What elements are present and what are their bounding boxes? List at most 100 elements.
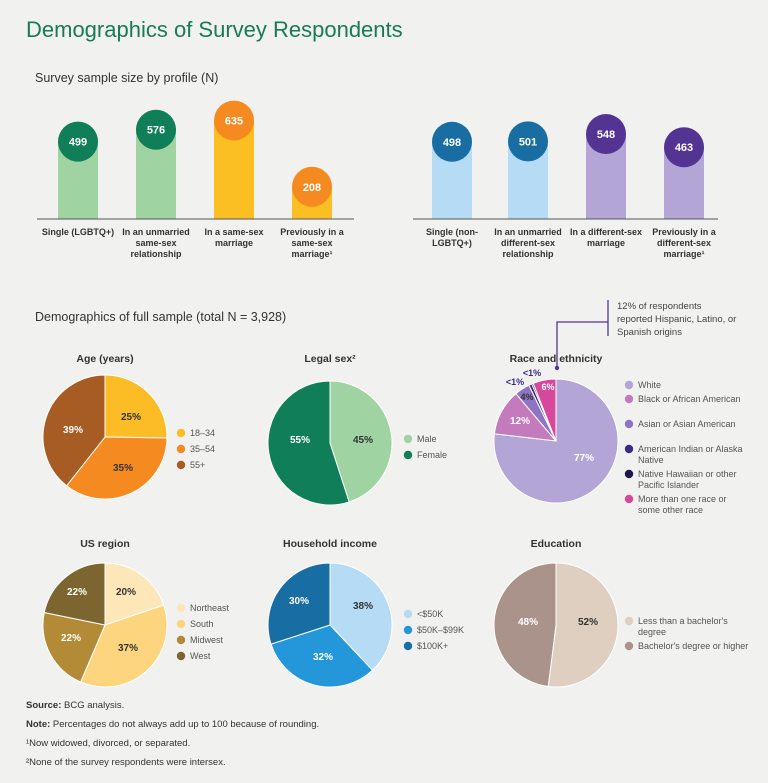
pie-data-label-0-1: 35% — [113, 463, 133, 474]
pie-slice-5-0 — [547, 562, 619, 688]
bar-category-label-1-0: Single (non-LGBTQ+) — [426, 227, 478, 248]
pie-title-1: Legal sex² — [304, 353, 356, 365]
legend-swatch-1-0 — [403, 434, 413, 444]
pie-data-label-3-1: 37% — [118, 643, 138, 654]
footnote-1: ¹Now widowed, divorced, or separated. — [26, 738, 191, 749]
note-leader-line — [556, 321, 608, 368]
bar-value-circle-1-3 — [664, 127, 704, 168]
pie-data-label-2-4: <1% — [523, 368, 541, 378]
legend-label-2-5: More than one race or some other race — [638, 494, 727, 515]
legend-swatch-3-0 — [176, 603, 186, 613]
pie-slice-5-1 — [493, 562, 557, 688]
footnote-2: ²None of the survey respondents were int… — [26, 757, 226, 768]
pie-data-label-2-2: 4% — [520, 392, 533, 402]
bar-value-circle-0-3 — [292, 166, 332, 207]
pie-data-label-3-2: 22% — [61, 633, 81, 644]
bar-value-label-1-2: 548 — [597, 129, 615, 141]
legend-label-4-0: <$50K — [417, 609, 444, 619]
legend-label-2-1: Black or African American — [638, 394, 741, 404]
legend-label-0-0: 18–34 — [190, 428, 216, 438]
pie-data-label-1-0: 45% — [353, 435, 373, 446]
pie-data-label-4-0: 38% — [353, 601, 373, 612]
pie-slice-3-2 — [42, 611, 106, 683]
legend-swatch-3-1 — [176, 619, 186, 629]
pie-data-label-2-0: 77% — [574, 453, 594, 464]
legend-swatch-2-2 — [624, 419, 634, 429]
legend-label-2-0: White — [638, 380, 662, 390]
pie-slice-4-1 — [270, 624, 374, 688]
footer-note: Note: Percentages do not always add up t… — [26, 719, 319, 730]
pie-title-4: Household income — [283, 538, 377, 550]
pie-slice-0-2 — [42, 374, 106, 487]
legend-swatch-3-3 — [176, 651, 186, 661]
source-text: BCG analysis. — [64, 700, 125, 711]
bar-category-label-1-1: In an unmarried different-sex relationsh… — [494, 227, 562, 259]
pie-slice-1-0 — [329, 380, 393, 503]
legend-label-0-1: 35–54 — [190, 444, 216, 454]
pie-slice-0-1 — [65, 436, 168, 500]
legend-label-2-4: Native Hawaiian or other Pacific Islande… — [638, 469, 737, 490]
pie-slice-3-1 — [79, 604, 168, 688]
pie-title-0: Age (years) — [76, 353, 134, 365]
bar-value-label-0-1: 576 — [147, 125, 165, 137]
pie-data-label-3-3: 22% — [67, 587, 87, 598]
bar-category-label-0-1: In an unmarried same-sex relationship — [122, 227, 190, 259]
legend-label-0-2: 55+ — [190, 460, 206, 470]
legend-label-5-0: Less than a bachelor's degree — [638, 616, 728, 637]
pie-data-label-0-0: 25% — [121, 412, 141, 423]
legend-swatch-2-4 — [624, 469, 634, 479]
bar-category-label-0-0: Single (LGBTQ+) — [41, 227, 115, 237]
sample-section-title: Survey sample size by profile (N) — [35, 71, 219, 85]
legend-label-2-2: Asian or Asian American — [638, 419, 736, 429]
bar-category-label-0-2: In a same-sex marriage — [204, 227, 264, 248]
legend-label-3-1: South — [190, 619, 214, 629]
pie-title-3: US region — [80, 538, 130, 550]
legend-label-1-0: Male — [417, 434, 437, 444]
pie-data-label-3-0: 20% — [116, 587, 136, 598]
bar-value-circle-0-1 — [136, 109, 176, 150]
legend-swatch-4-1 — [403, 625, 413, 635]
note-text: Percentages do not always add up to 100 … — [52, 719, 320, 730]
pie-slice-4-2 — [267, 562, 331, 645]
bar-value-circle-0-0 — [58, 121, 98, 162]
note-label: Note: — [26, 719, 51, 730]
bar-category-label-1-2: In a different-sex marriage — [569, 227, 643, 248]
legend-label-3-3: West — [190, 651, 211, 661]
hispanic-note: 12% of respondents reported Hispanic, La… — [617, 301, 737, 338]
pie-data-label-1-1: 55% — [290, 435, 310, 446]
pie-data-label-2-3: <1% — [506, 377, 524, 387]
pie-slice-3-0 — [104, 562, 165, 626]
legend-swatch-2-1 — [624, 394, 634, 404]
pie-data-label-4-2: 30% — [289, 596, 309, 607]
bar-value-label-1-0: 498 — [443, 137, 461, 149]
legend-label-3-2: Midwest — [190, 635, 224, 645]
pie-data-label-4-1: 32% — [313, 652, 333, 663]
pie-slice-3-3 — [43, 562, 106, 626]
bar-category-label-0-3: Previously in a same-sex marriage¹ — [280, 227, 344, 259]
legend-swatch-0-2 — [176, 460, 186, 470]
legend-swatch-1-1 — [403, 450, 413, 460]
demographics-section-title: Demographics of full sample (total N = 3… — [35, 310, 287, 324]
bar-category-label-1-3: Previously in a different-sex marriage¹ — [652, 227, 716, 259]
pie-title-2: Race and ethnicity — [509, 353, 603, 365]
legend-swatch-4-0 — [403, 609, 413, 619]
pie-data-label-5-1: 48% — [518, 617, 538, 628]
pie-data-label-5-0: 52% — [578, 617, 598, 628]
pie-slice-4-0 — [329, 562, 393, 671]
bar-value-label-0-3: 208 — [303, 182, 321, 194]
pie-data-label-2-1: 12% — [510, 416, 530, 427]
legend-label-5-1: Bachelor's degree or higher — [638, 641, 749, 651]
note-leader-dot — [554, 365, 560, 371]
legend-label-4-2: $100K+ — [417, 641, 449, 651]
legend-swatch-5-1 — [624, 641, 634, 651]
bar-value-circle-1-1 — [508, 121, 548, 162]
legend-swatch-3-2 — [176, 635, 186, 645]
legend-swatch-0-0 — [176, 428, 186, 438]
pie-title-5: Education — [530, 538, 582, 550]
pie-data-label-0-2: 39% — [63, 425, 83, 436]
legend-swatch-5-0 — [624, 616, 634, 626]
pie-slice-0-0 — [104, 374, 168, 439]
legend-swatch-2-5 — [624, 494, 634, 504]
bar-value-label-1-3: 463 — [675, 142, 693, 154]
